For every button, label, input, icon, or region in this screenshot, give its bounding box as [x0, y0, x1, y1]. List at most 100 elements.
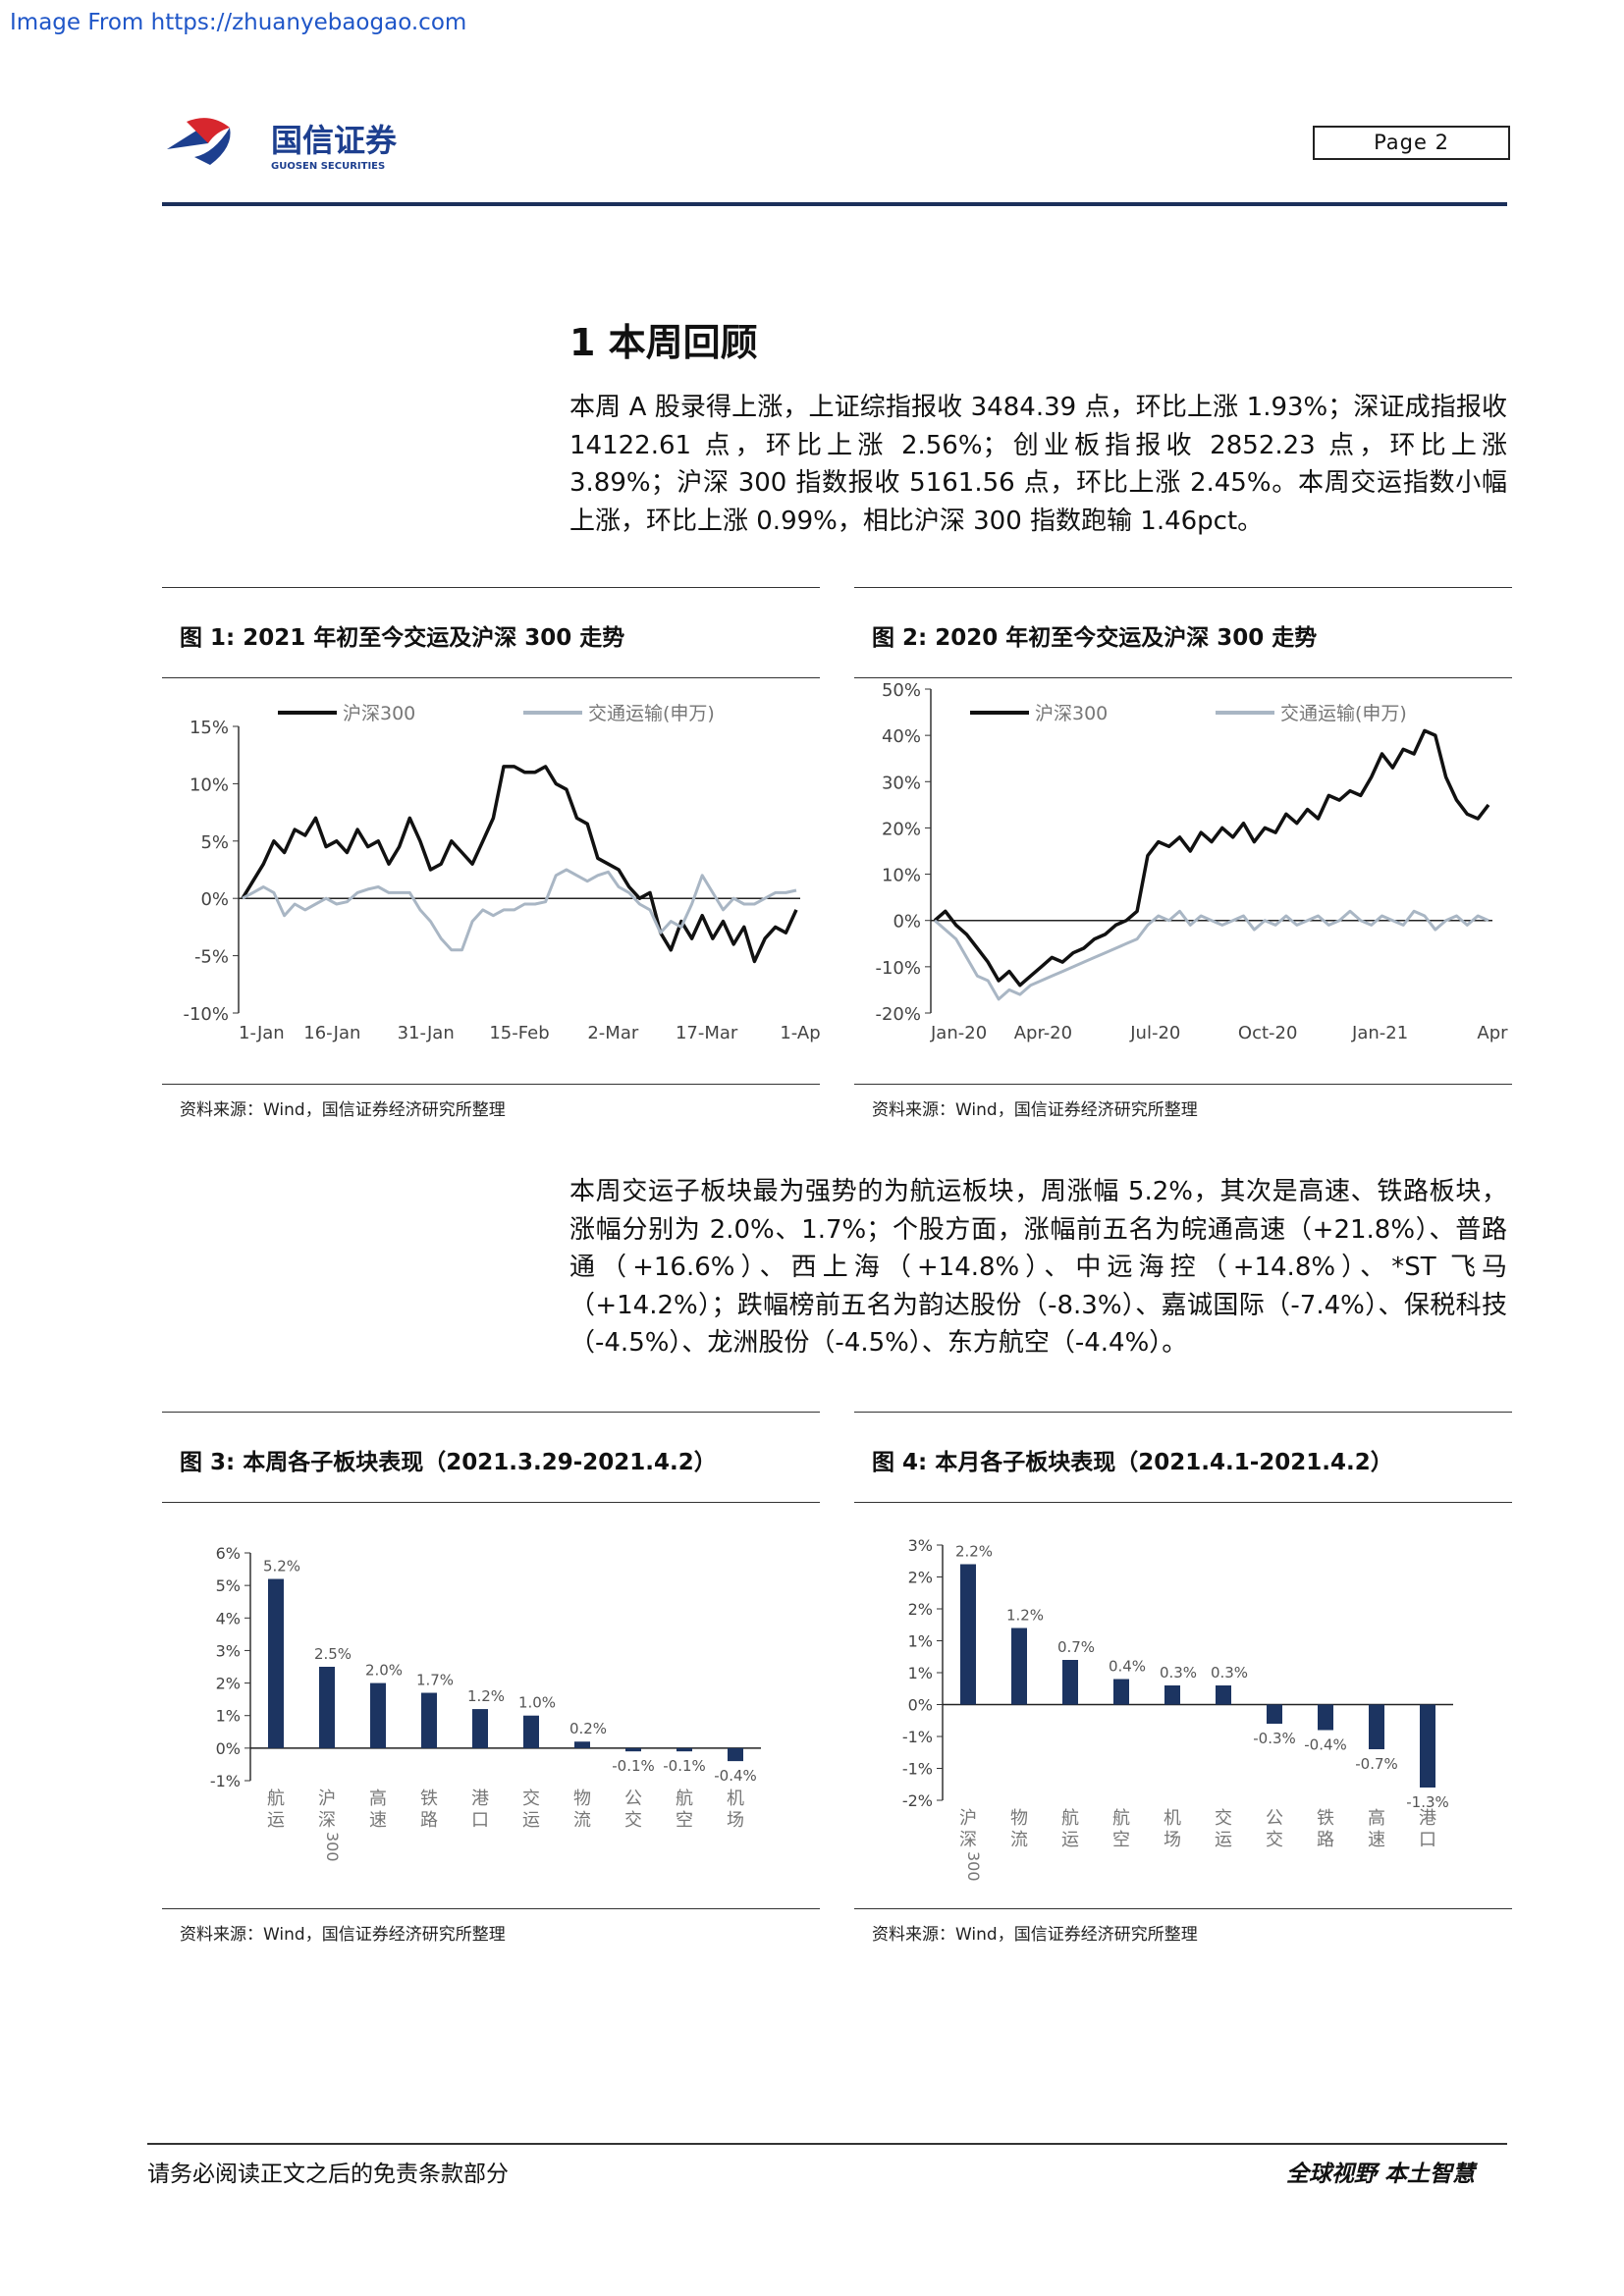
legend-label: 交通运输(申万) — [588, 703, 715, 724]
data-label: 1.0% — [518, 1694, 556, 1712]
category-label: 300 — [964, 1851, 983, 1882]
y-tick-label: 0% — [216, 1739, 241, 1758]
legend-label: 沪深300 — [1035, 703, 1108, 724]
bar-交运 — [523, 1715, 539, 1748]
line-chart-2020: 50% 40% 30% 20% 10% 0% -10% -20% Jan-20 Apr-20 Jul… — [875, 680, 1508, 1043]
x-tick-label: Jan-21 — [1351, 1023, 1408, 1043]
figure-title-rule — [854, 677, 1512, 678]
category-label: 路 — [420, 1810, 438, 1831]
x-tick-label: 17-Mar — [676, 1023, 738, 1043]
bar-公交 — [1267, 1704, 1282, 1724]
bar-港口 — [472, 1709, 488, 1748]
category-label: 速 — [1368, 1830, 1385, 1850]
data-label: 5.2% — [263, 1558, 300, 1575]
category-label: 交 — [1215, 1808, 1232, 1829]
y-tick-label: 1% — [908, 1664, 933, 1682]
category-label: 路 — [1317, 1830, 1334, 1850]
category-label: 港 — [1419, 1808, 1436, 1829]
category-label: 物 — [573, 1789, 591, 1809]
category-label: 运 — [267, 1810, 285, 1831]
figure-source: 资料来源：Wind，国信证券经济研究所整理 — [180, 1100, 506, 1120]
category-label: 物 — [1010, 1808, 1028, 1829]
y-tick-label: 0% — [908, 1696, 933, 1715]
category-label: 口 — [471, 1810, 489, 1831]
data-label: 0.4% — [1109, 1658, 1146, 1676]
bar-机场 — [728, 1747, 743, 1762]
svg-text:GUOSEN SECURITIES: GUOSEN SECURITIES — [271, 161, 385, 172]
data-label: 0.3% — [1160, 1664, 1197, 1682]
bar-高速 — [1369, 1704, 1384, 1749]
category-label: 沪 — [318, 1789, 336, 1809]
category-label: 高 — [1368, 1808, 1385, 1829]
figure-title: 图 1: 2021 年初至今交运及沪深 300 走势 — [180, 625, 625, 651]
y-tick-label: 4% — [216, 1609, 241, 1628]
category-label: 铁 — [1317, 1808, 1334, 1829]
y-tick-label: 3% — [216, 1641, 241, 1660]
category-label: 交 — [624, 1810, 642, 1831]
bar-物流 — [1011, 1628, 1027, 1705]
page-number-box: Page 2 — [1313, 126, 1510, 160]
figure-top-rule — [162, 1412, 820, 1413]
y-tick-label: 0% — [893, 912, 921, 933]
data-label: -0.1% — [663, 1757, 706, 1775]
category-label: 流 — [573, 1810, 591, 1831]
bar-铁路 — [1318, 1704, 1333, 1731]
data-label: 0.3% — [1211, 1664, 1248, 1682]
bar-交运 — [1216, 1685, 1231, 1705]
category-label: 铁 — [420, 1789, 438, 1809]
category-label: 航 — [1061, 1808, 1079, 1829]
data-label: 0.2% — [569, 1720, 607, 1737]
data-label: -0.7% — [1355, 1755, 1398, 1773]
figure-title-rule — [854, 1502, 1512, 1503]
data-label: 1.2% — [467, 1687, 505, 1705]
category-label: 运 — [1215, 1830, 1232, 1850]
y-tick-label: -1% — [210, 1772, 241, 1790]
bar-chart-month: 3% 2% 2% 1% 1% 0% -1% -1% -2% 2.2% 沪深300 1.2% 物流 0.7%… — [902, 1536, 1453, 1882]
category-label: 港 — [471, 1789, 489, 1809]
watermark-link[interactable]: Image From https://zhuanyebaogao.com — [10, 10, 467, 35]
y-tick-label: -2% — [902, 1791, 933, 1810]
category-label: 300 — [323, 1832, 342, 1862]
category-label: 运 — [522, 1810, 540, 1831]
y-tick-label: 15% — [189, 718, 229, 738]
footer-divider — [147, 2143, 1507, 2145]
y-tick-label: -5% — [194, 947, 229, 968]
data-label: -0.1% — [612, 1757, 655, 1775]
category-label: 高 — [369, 1789, 387, 1809]
figure-title: 图 3: 本周各子板块表现（2021.3.29-2021.4.2） — [180, 1450, 717, 1475]
y-tick-label: 0% — [200, 889, 229, 910]
y-tick-label: 1% — [216, 1707, 241, 1726]
y-tick-label: 2% — [908, 1600, 933, 1619]
series-line-transport — [934, 909, 1489, 1001]
bar-航空 — [677, 1747, 692, 1752]
category-label: 航 — [676, 1789, 693, 1809]
category-label: 深 — [318, 1810, 336, 1831]
category-label: 机 — [1164, 1808, 1181, 1829]
footer-slogan: 全球视野 本土智慧 — [1286, 2162, 1476, 2187]
legend-label: 沪深300 — [343, 703, 415, 724]
data-label: -1.3% — [1406, 1793, 1449, 1811]
x-tick-label: 16-Jan — [303, 1023, 360, 1043]
y-tick-label: -10% — [183, 1004, 229, 1025]
figure-source: 资料来源：Wind，国信证券经济研究所整理 — [872, 1100, 1198, 1120]
series-line-transport — [242, 868, 797, 952]
bar-航运 — [1062, 1660, 1078, 1705]
bar-港口 — [1420, 1704, 1435, 1788]
category-label: 场 — [1164, 1830, 1181, 1850]
bar-chart-week: 6% 5% 4% 3% 2% 1% 0% -1% 5.2% 航运 2.5% 沪深300 2.0% 高速 1.… — [210, 1544, 761, 1862]
category-label: 口 — [1419, 1830, 1436, 1850]
y-tick-label: 5% — [216, 1576, 241, 1595]
y-tick-label: 30% — [882, 773, 921, 793]
data-label: 2.5% — [314, 1645, 352, 1663]
category-label: 速 — [369, 1810, 387, 1831]
legend-label: 交通运输(申万) — [1280, 703, 1407, 724]
figure-title-rule — [162, 677, 820, 678]
line-chart-2021: 15% 10% 5% 0% -5% -10% 1-Jan 16-Jan 31-Jan 15-Feb… — [183, 703, 820, 1043]
figure-top-rule — [162, 587, 820, 588]
figure-bottom-rule — [162, 1908, 820, 1909]
bar-沪深300 — [319, 1667, 335, 1748]
y-tick-label: 10% — [882, 866, 921, 886]
series-line-hs300 — [933, 728, 1490, 988]
x-tick-label: 1-Jan — [239, 1023, 285, 1043]
data-label: -0.4% — [1304, 1736, 1347, 1754]
